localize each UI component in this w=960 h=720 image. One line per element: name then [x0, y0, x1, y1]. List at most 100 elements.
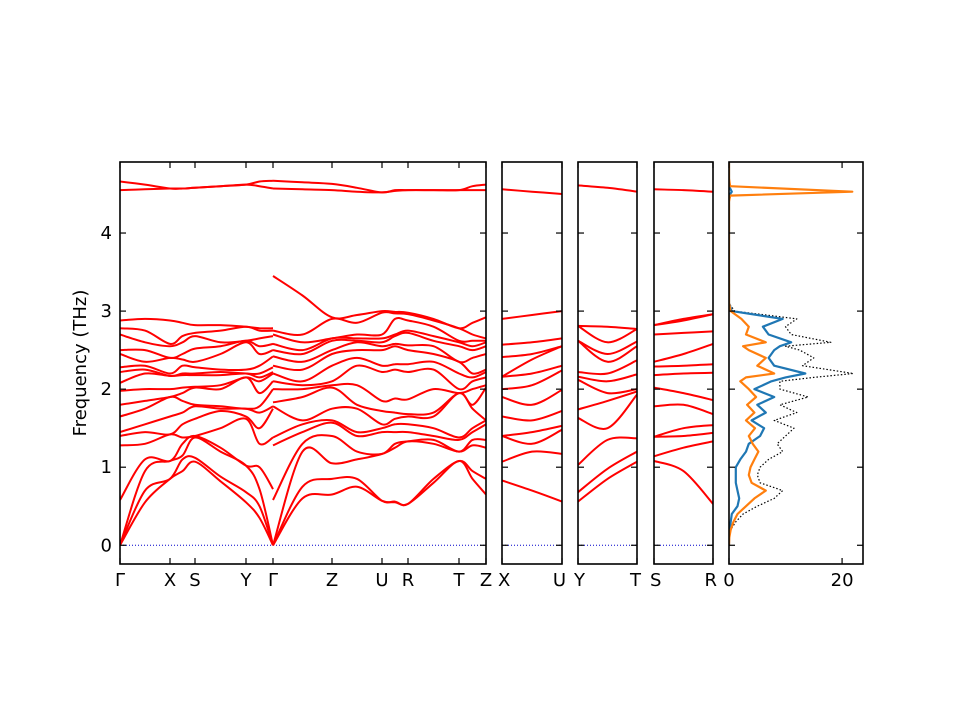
phonon-band-line: [502, 310, 562, 320]
phonon-band-line: [502, 345, 562, 359]
x-tick-label-Γ: Γ: [115, 570, 125, 591]
x-tick-label: 0: [723, 570, 734, 591]
phonon-band-line: [120, 376, 274, 406]
x-tick-label-R: R: [704, 570, 717, 591]
phonon-band-line: [578, 184, 637, 193]
phonon-band-line: [272, 311, 486, 340]
phonon-band-line: [272, 179, 486, 194]
x-tick-label-R: R: [402, 570, 415, 591]
x-tick-label-Y: Y: [573, 570, 586, 591]
phonon-band-line: [120, 355, 274, 375]
x-tick-label-T: T: [453, 570, 466, 591]
x-tick-label-U: U: [553, 570, 566, 591]
x-tick-label-Z: Z: [326, 570, 338, 591]
phonon-band-line: [578, 378, 637, 395]
phonon-band-line: [272, 331, 486, 356]
phonon-band-line: [120, 460, 274, 546]
phonon-band-line: [120, 417, 274, 447]
phonon-band-line: [654, 431, 713, 438]
panel-frame: [501, 161, 563, 565]
dos-series-line-1: [729, 162, 807, 546]
phonon-band-line: [120, 366, 274, 377]
phonon-band-line: [654, 386, 713, 402]
phonon-band-line: [654, 342, 713, 363]
phonon-band-line: [654, 313, 713, 327]
phonon-band-line: [654, 403, 713, 416]
y-tick-label: 1: [101, 457, 112, 478]
phonon-band-line: [120, 405, 274, 434]
phonon-band-line: [578, 436, 637, 466]
phonon-band-line: [272, 434, 486, 501]
panel-1-plot-area: [502, 188, 562, 546]
panel-3-plot-area: [654, 188, 713, 546]
phonon-band-line: [120, 179, 274, 190]
phonon-band-line: [502, 337, 562, 346]
x-tick-label-X: X: [164, 570, 176, 591]
phonon-band-line: [654, 363, 713, 368]
dos-series-line-2: [729, 162, 854, 546]
x-tick-label-X: X: [498, 570, 510, 591]
phonon-band-line: [654, 460, 713, 505]
phonon-band-line: [272, 316, 486, 344]
phonon-band-line: [578, 324, 637, 330]
panel-frame: [577, 161, 638, 565]
phonon-band-line: [120, 434, 274, 501]
phonon-band-line: [578, 339, 637, 356]
phonon-band-line: [578, 339, 637, 363]
phonon-band-line: [272, 459, 486, 546]
phonon-band-line: [120, 317, 274, 330]
panel-2-plot-area: [578, 184, 637, 546]
x-tick-label-S: S: [650, 570, 661, 591]
phonon-band-line: [272, 329, 486, 352]
phonon-band-line: [272, 392, 486, 426]
phonon-band-line: [120, 436, 274, 546]
phonon-band-line: [502, 428, 562, 445]
phonon-band-line: [502, 389, 562, 406]
phonon-band-line: [654, 440, 713, 458]
phonon-band-line: [272, 421, 486, 447]
phonon-band-line: [272, 341, 486, 364]
phonon-band-line: [502, 188, 562, 195]
phonon-band-line: [578, 359, 637, 376]
panel-frame: [119, 161, 487, 565]
panel-frame: [728, 161, 864, 565]
phonon-band-line: [120, 333, 274, 348]
panel-frame: [653, 161, 714, 565]
phonon-band-line: [272, 440, 486, 546]
phonon-band-line: [120, 341, 274, 363]
x-tick-label-U: U: [375, 570, 388, 591]
phonon-band-line: [272, 356, 486, 383]
x-tick-label-Z: Z: [480, 570, 492, 591]
x-tick-label-S: S: [189, 570, 200, 591]
phonon-band-line: [502, 450, 562, 463]
phonon-band-line: [502, 369, 562, 391]
panel-4-plot-area: [729, 162, 854, 546]
phonon-band-line: [272, 364, 486, 391]
phonon-band-line: [120, 371, 274, 384]
phonon-band-line: [502, 364, 562, 378]
phonon-band-line: [578, 390, 637, 411]
phonon-band-line: [578, 373, 637, 383]
x-tick-label: 20: [831, 570, 854, 591]
x-tick-label-T: T: [629, 570, 642, 591]
phonon-band-line: [120, 408, 274, 437]
phonon-band-line: [654, 188, 713, 193]
phonon-band-line: [120, 388, 274, 418]
phonon-band-line: [120, 455, 274, 546]
phonon-band-line: [120, 325, 274, 345]
phonon-band-line: [502, 345, 562, 378]
x-tick-label-Γ: Γ: [268, 570, 278, 591]
y-tick-label: 3: [101, 301, 112, 322]
phonon-band-line: [272, 460, 486, 546]
phonon-band-line: [578, 450, 637, 493]
y-tick-label: 2: [101, 379, 112, 400]
phonon-band-line: [272, 419, 486, 439]
y-axis-label: Frequency (THz): [70, 290, 91, 437]
phonon-band-line: [578, 325, 637, 344]
y-tick-label: 0: [101, 535, 112, 556]
phonon-band-line: [502, 424, 562, 437]
phonon-band-line: [272, 382, 486, 403]
dos-series-line-0: [729, 162, 854, 546]
x-tick-label-Y: Y: [240, 570, 253, 591]
phonon-band-line: [272, 386, 486, 416]
